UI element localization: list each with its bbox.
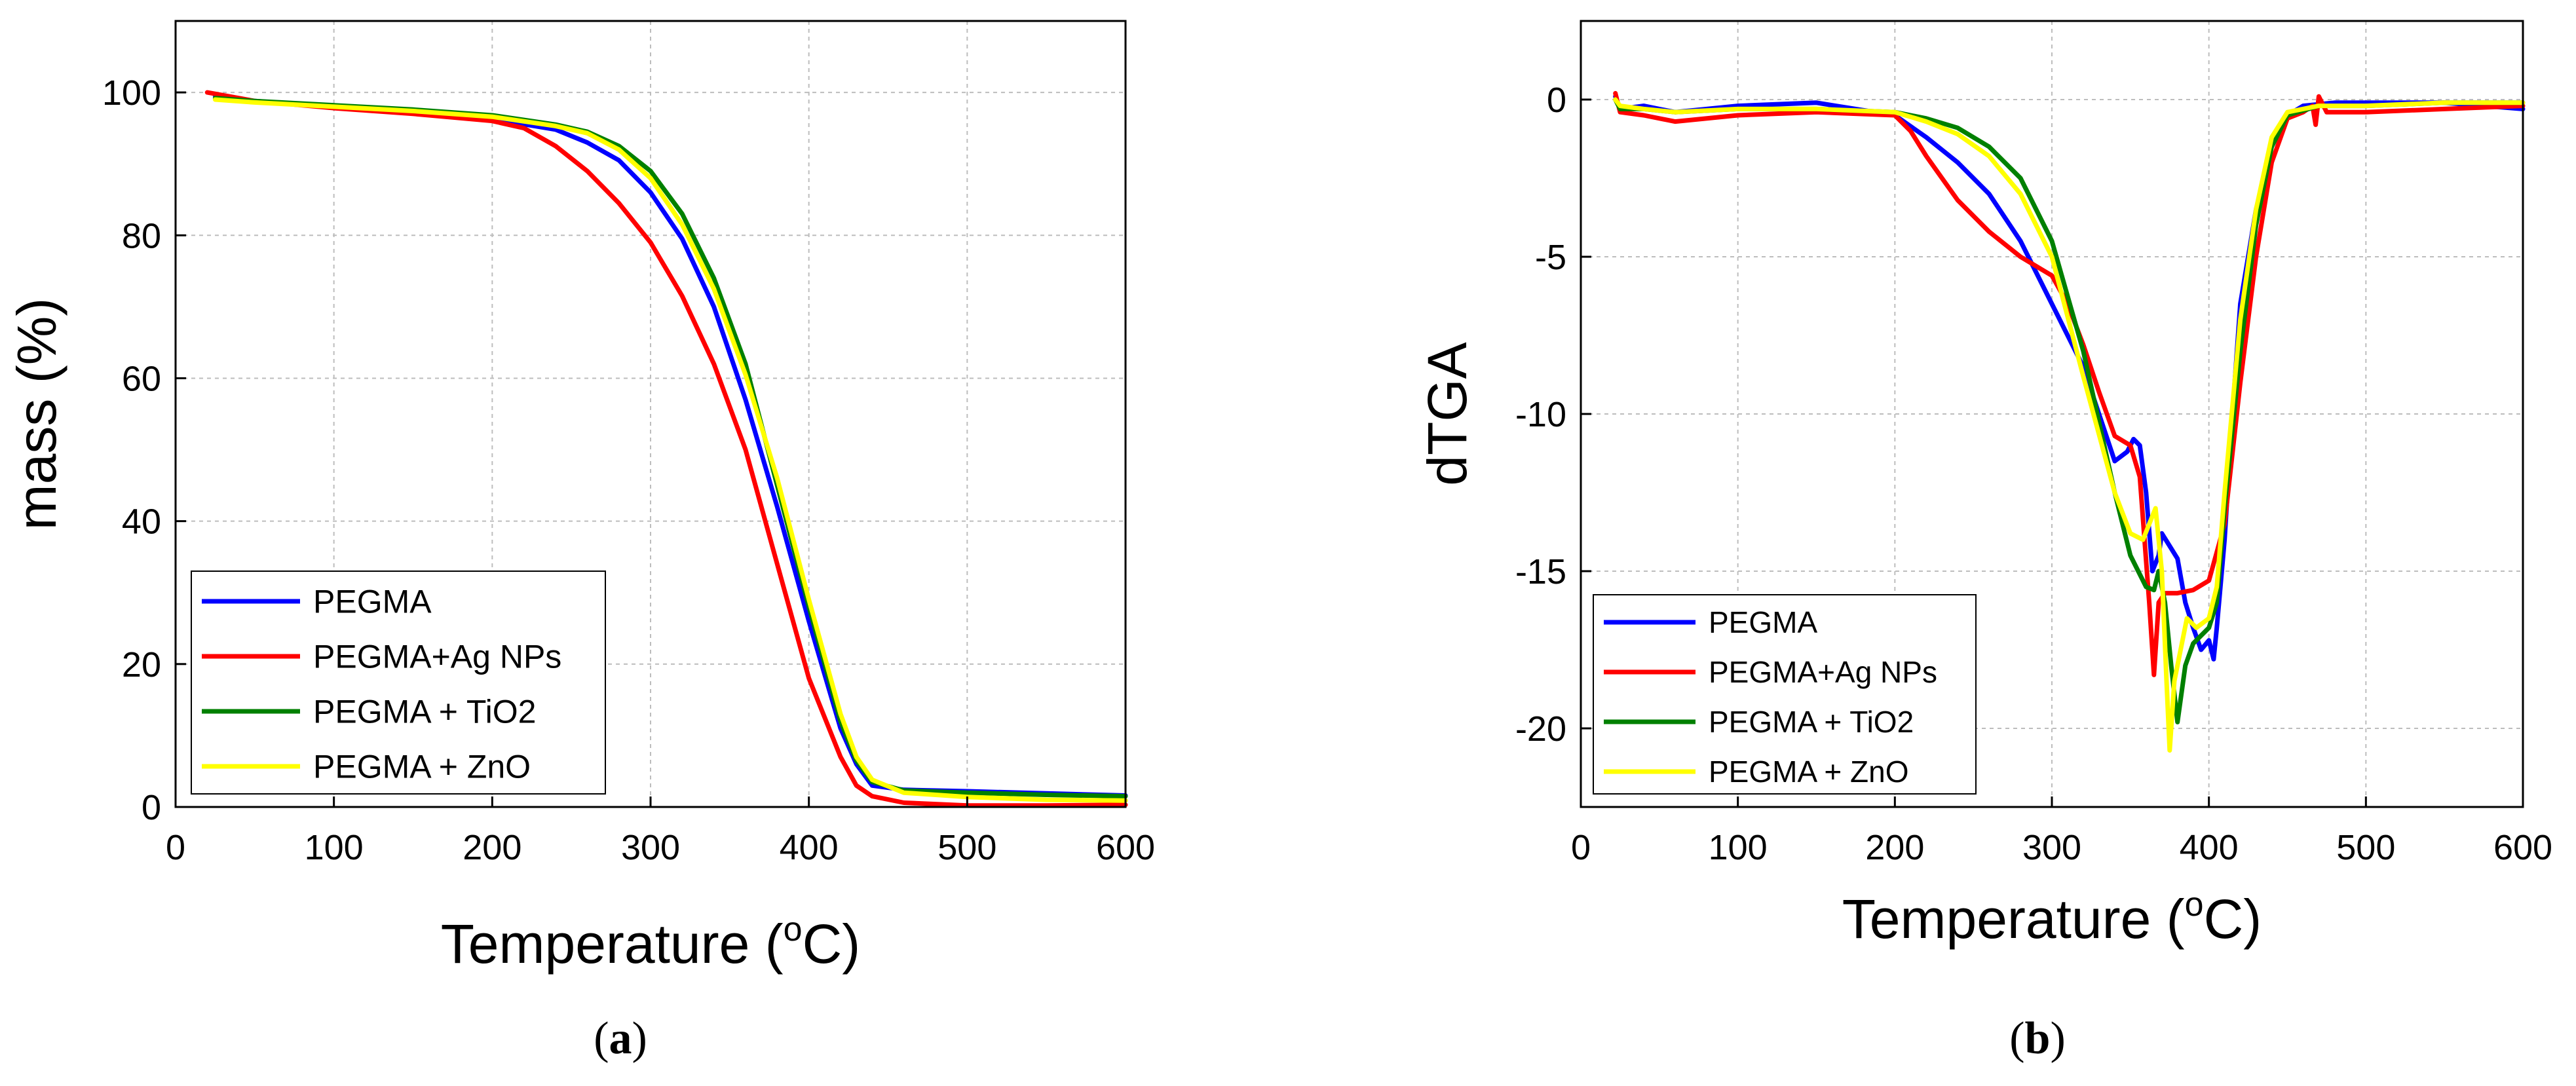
legend-label-3: PEGMA + TiO2 xyxy=(1709,705,1914,739)
panel-caption: (a) xyxy=(594,1013,647,1064)
legend-label-2: PEGMA+Ag NPs xyxy=(313,639,561,675)
x-axis-title: Temperature (oC) xyxy=(441,910,860,975)
series-line-b-2 xyxy=(1613,90,2526,677)
series-line-b-1 xyxy=(1613,94,2526,662)
y-tick-label: -20 xyxy=(1515,709,1566,749)
panel-caption: (b) xyxy=(2009,1013,2066,1064)
x-tick-label: 500 xyxy=(938,828,996,867)
x-tick-label: 200 xyxy=(1865,828,1924,867)
legend-box xyxy=(1593,594,1977,795)
legend-label-3: PEGMA + TiO2 xyxy=(313,694,536,730)
legend-label-4: PEGMA + ZnO xyxy=(1709,755,1909,789)
x-tick-label: 100 xyxy=(305,828,364,867)
y-axis-title: dTGA xyxy=(1416,342,1478,485)
x-tick-label: 400 xyxy=(2180,828,2239,867)
y-tick-label: 100 xyxy=(102,73,161,113)
panel-b-chart: 0 100 200 300 400 500 600 -20 -15 -10 -5 0 Temperatu… xyxy=(1416,20,2552,1064)
y-axis-title: mass (%) xyxy=(6,298,67,531)
legend-label-4: PEGMA + ZnO xyxy=(313,749,531,785)
x-tick-label: 300 xyxy=(2022,828,2081,867)
x-axis-title: Temperature (oC) xyxy=(1842,886,2262,950)
legend-box xyxy=(191,571,606,795)
y-tick-label: -10 xyxy=(1515,395,1566,434)
x-tick-label: 300 xyxy=(621,828,680,867)
y-tick-label: -5 xyxy=(1535,238,1566,277)
series-line-a-4 xyxy=(212,97,1128,803)
y-tick-label: 80 xyxy=(122,216,161,255)
y-tick-label: 40 xyxy=(122,502,161,542)
x-tick-label: 0 xyxy=(1571,828,1591,867)
y-tick-label: 0 xyxy=(142,788,161,827)
x-tick-label: 500 xyxy=(2336,828,2395,867)
y-tick-label: 20 xyxy=(122,645,161,684)
x-tick-label: 600 xyxy=(1096,828,1155,867)
y-tick-label: 0 xyxy=(1547,81,1566,120)
y-tick-label: -15 xyxy=(1515,552,1566,591)
y-tick-label: 60 xyxy=(122,359,161,398)
series-line-b-4 xyxy=(1613,97,2526,753)
x-tick-label: 200 xyxy=(463,828,521,867)
x-tick-label: 600 xyxy=(2493,828,2552,867)
x-tick-label: 100 xyxy=(1709,828,1768,867)
legend-label-1: PEGMA xyxy=(313,584,432,620)
legend-label-1: PEGMA xyxy=(1709,605,1817,639)
x-tick-label: 400 xyxy=(780,828,839,867)
x-tick-label: 0 xyxy=(166,828,185,867)
panel-a-chart: 0 100 200 300 400 500 600 0 20 40 60 80 100 Temperatu… xyxy=(6,20,1155,1064)
legend-label-2: PEGMA+Ag NPs xyxy=(1709,655,1937,689)
series-line-a-2 xyxy=(204,90,1128,808)
